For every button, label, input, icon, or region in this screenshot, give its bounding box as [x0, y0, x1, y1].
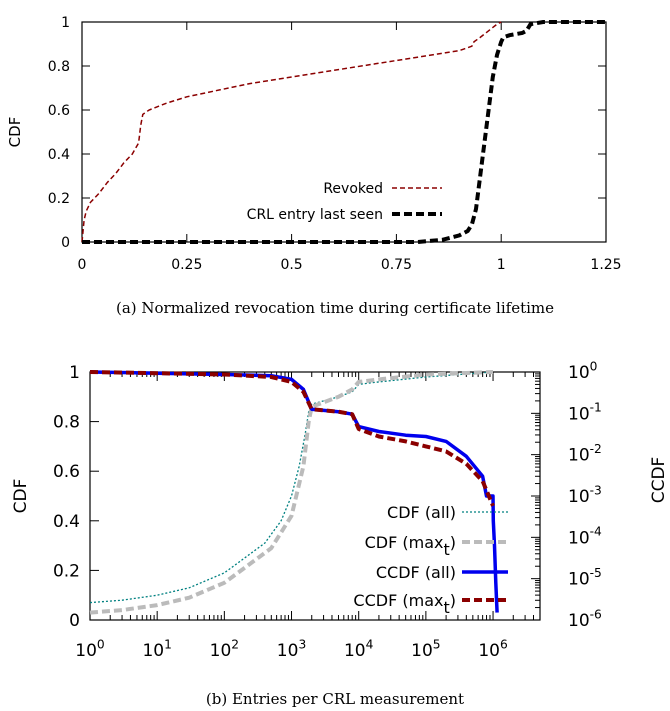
- chart-a-x-tick-label: 0.75: [381, 257, 412, 273]
- chart-b-x-tick-label-base: 10: [142, 641, 164, 661]
- chart-b-x-tick-label-base: 10: [344, 641, 366, 661]
- chart-a-y-axis-label: CDF: [6, 117, 24, 148]
- chart-b-legend-label-1: CDF (maxt): [365, 533, 456, 559]
- chart-b-x-tick-label-exponent: 5: [433, 637, 441, 651]
- chart-b-legend-tail-3: ): [450, 591, 456, 610]
- chart-b-x-tick-label: 104: [344, 637, 374, 661]
- chart-a-caption: (a) Normalized revocation time during ce…: [116, 299, 554, 317]
- chart-b-series: [89, 370, 499, 615]
- chart-b-x-tick-label-exponent: 0: [97, 637, 105, 651]
- chart-b-x-tick-label-exponent: 3: [298, 637, 306, 651]
- chart-b-legend-label-3: CCDF (maxt): [353, 591, 456, 617]
- chart-b-x-tick-label-base: 10: [478, 641, 500, 661]
- chart-b-x-tick-label: 106: [478, 637, 508, 661]
- chart-b-y2-tick-label-base: 10: [568, 446, 590, 466]
- chart-b-legend-name-0: CDF (all): [387, 503, 456, 522]
- chart-b-y2-tick-label-base: 10: [568, 570, 590, 590]
- chart-a: 0 0.25 0.5 0.75 1 1.25 0 0.2 0.4 0.6 0.8 1 CDF Revo…: [6, 15, 622, 317]
- chart-b-y2-tick-label-base: 10: [568, 528, 590, 548]
- chart-b-x-tick-label-base: 10: [277, 641, 299, 661]
- chart-b-x-tick-label: 103: [277, 637, 306, 661]
- chart-b-y2-tick-label-base: 10: [568, 611, 590, 631]
- chart-a-y-tick-label: 0.6: [48, 103, 70, 119]
- chart-b-x-tick-label: 101: [142, 637, 171, 661]
- chart-b-y-axis-label: CDF: [11, 479, 31, 514]
- chart-b-legend-name-1: CDF (max: [365, 533, 444, 552]
- chart-b-y-tick-label: 0.8: [53, 413, 80, 433]
- chart-b-y-tick-label: 0.2: [53, 561, 80, 581]
- chart-a-y-tick-label: 0: [61, 235, 70, 251]
- chart-b-y2-tick-label-exponent: -3: [590, 483, 602, 497]
- chart-b-y2-tick-label: 10-1: [568, 401, 602, 425]
- chart-b-x-tick-label-base: 10: [75, 641, 97, 661]
- chart-a-y-tick-label: 0.8: [48, 59, 70, 75]
- chart-a-x-tick-label: 1.25: [590, 257, 621, 273]
- chart-a-x-tick-label: 0.25: [171, 257, 202, 273]
- chart-b-caption: (b) Entries per CRL measurement: [206, 690, 464, 708]
- chart-a-legend: Revoked CRL entry last seen: [247, 181, 442, 223]
- chart-b-y2-tick-label: 10-6: [568, 607, 602, 631]
- chart-b-y2-axis-label: CCDF: [649, 457, 669, 504]
- chart-b-series-line-1: [89, 370, 494, 615]
- chart-b-y2-tick-label: 10-3: [568, 483, 602, 507]
- chart-a-legend-label-0: Revoked: [323, 181, 383, 197]
- chart-b-legend-name-3: CCDF (max: [353, 591, 443, 610]
- chart-a-y-tick-label: 1: [61, 15, 70, 31]
- chart-b-series-line-3: [89, 370, 495, 507]
- chart-a-series-line-0: [81, 21, 502, 243]
- chart-b-y2-tick-label-exponent: 0: [590, 359, 598, 373]
- chart-b-legend-name-2: CCDF (all): [376, 563, 456, 582]
- chart-b-x-tick-label-exponent: 4: [366, 637, 374, 651]
- chart-a-y-tick-label: 0.2: [48, 191, 70, 207]
- chart-b-x-tick-label-exponent: 2: [231, 637, 239, 651]
- chart-b-x-tick-label-exponent: 6: [500, 637, 508, 651]
- chart-b-x-tick-label: 105: [411, 637, 440, 661]
- chart-b-legend-label-0: CDF (all): [387, 503, 456, 522]
- chart-b-y-tick-label: 0.4: [53, 512, 80, 532]
- chart-b-x-tick-label-exponent: 1: [164, 637, 172, 651]
- chart-b-y-tick-label: 1: [69, 363, 80, 383]
- chart-b-y2-tick-label-exponent: -2: [590, 442, 602, 456]
- chart-b-legend-subscript-3: t: [443, 598, 449, 617]
- chart-a-legend-label-1: CRL entry last seen: [247, 207, 383, 223]
- chart-b-y2-tick-label-exponent: -1: [590, 401, 602, 415]
- chart-a-series-line-1: [82, 20, 606, 244]
- chart-b-y2-tick-label: 10-5: [568, 566, 602, 590]
- chart-b-y2-tick-label: 10-2: [568, 442, 602, 466]
- chart-b-y2-tick-label-base: 10: [568, 363, 590, 383]
- chart-b-x-tick-label-base: 10: [210, 641, 232, 661]
- chart-b-y2-tick-label: 100: [568, 359, 597, 383]
- chart-b-y2-tick-label: 10-4: [568, 525, 602, 549]
- chart-b-legend-subscript-1: t: [443, 540, 449, 559]
- chart-a-x-tick-label: 1: [497, 257, 506, 273]
- chart-b-x-tick-label: 100: [75, 637, 104, 661]
- chart-b-x-tick-label-base: 10: [411, 641, 433, 661]
- chart-a-plot-frame: [81, 21, 607, 243]
- chart-b-series-line-2: [89, 370, 499, 613]
- chart-b-y-tick-label: 0.6: [53, 462, 80, 482]
- chart-b-y2-tick-label-base: 10: [568, 487, 590, 507]
- chart-a-y-tick-label: 0.4: [48, 147, 70, 163]
- chart-a-x-tick-label: 0.5: [280, 257, 302, 273]
- chart-b-x-tick-label: 102: [210, 637, 239, 661]
- chart-a-series: [81, 20, 606, 244]
- chart-b-y2-tick-label-exponent: -4: [590, 525, 602, 539]
- chart-b-y-tick-label: 0: [69, 611, 80, 631]
- chart-b-legend-label-2: CCDF (all): [376, 563, 456, 582]
- chart-b-y2-tick-label-exponent: -6: [590, 607, 602, 621]
- chart-a-x-tick-label: 0: [78, 257, 87, 273]
- chart-b-y2-tick-label-base: 10: [568, 404, 590, 424]
- chart-b-legend: CDF (all)CDF (maxt)CCDF (all)CCDF (maxt): [353, 503, 508, 617]
- chart-b-legend-tail-1: ): [450, 533, 456, 552]
- chart-a-ticks: 0 0.25 0.5 0.75 1 1.25 0 0.2 0.4 0.6 0.8 1: [48, 15, 622, 273]
- chart-b-y2-tick-label-exponent: -5: [590, 566, 602, 580]
